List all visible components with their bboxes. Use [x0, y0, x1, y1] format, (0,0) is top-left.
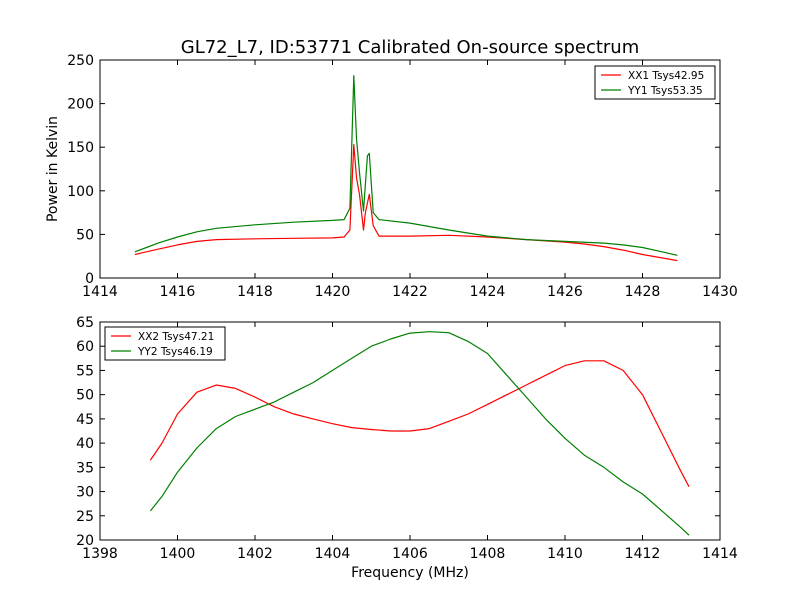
bottom-series-line-2: [149, 331, 690, 536]
top-ytick-label: 100: [67, 184, 94, 200]
bottom-ytick-label: 45: [76, 412, 94, 428]
bottom-xtick-label: 1402: [237, 546, 273, 562]
top-xtick-label: 1416: [160, 284, 196, 300]
top-legend-box: [594, 65, 716, 100]
top-ytick-label: 50: [76, 227, 94, 243]
top-ylabel: Power in Kelvin: [45, 116, 61, 222]
bottom-xlabel: Frequency (MHz): [351, 565, 469, 581]
bottom-ytick-label: 20: [76, 533, 94, 549]
top-legend-label-1: XX1 Tsys42.95: [628, 70, 704, 82]
bottom-xtick-label: 1400: [160, 546, 196, 562]
top-xtick-label: 1420: [315, 284, 351, 300]
bottom-legend-label-1: XX2 Tsys47.21: [138, 331, 214, 343]
bottom-ytick-label: 65: [76, 315, 94, 331]
bottom-ytick-label: 55: [76, 363, 94, 379]
bottom-ytick-label: 50: [76, 388, 94, 404]
bottom-legend-label-2: YY2 Tsys46.19: [137, 346, 213, 358]
bottom-xtick-label: 1398: [82, 546, 118, 562]
top-ytick-label: 200: [67, 97, 94, 113]
bottom-ytick-label: 30: [76, 485, 94, 501]
bottom-xtick-label: 1412: [625, 546, 661, 562]
top-xtick-label: 1418: [237, 284, 273, 300]
bottom-xtick-label: 1410: [547, 546, 583, 562]
bottom-legend: XX2 Tsys47.21 YY2 Tsys46.19: [104, 326, 226, 361]
bottom-series-line-1: [149, 360, 690, 487]
top-xtick-label: 1414: [82, 284, 118, 300]
top-ytick-label: 150: [67, 140, 94, 156]
top-series-line-1: [134, 144, 678, 262]
top-xtick-label: 1430: [702, 284, 738, 300]
top-xtick-label: 1424: [470, 284, 506, 300]
bottom-ytick-label: 40: [76, 436, 94, 452]
bottom-ytick-label: 60: [76, 339, 94, 355]
bottom-ytick-label: 25: [76, 509, 94, 525]
top-series-line-2: [134, 75, 678, 256]
bottom-xtick-label: 1414: [702, 546, 738, 562]
bottom-chart: 1398 1400 1402 1404 1406 1408 1410 1412 1414 20 25…: [76, 315, 738, 562]
bottom-xtick-label: 1404: [315, 546, 351, 562]
top-xtick-label: 1422: [392, 284, 428, 300]
top-ytick-label: 250: [67, 53, 94, 69]
top-xtick-label: 1426: [547, 284, 583, 300]
top-ytick-label: 0: [85, 271, 94, 287]
bottom-xtick-label: 1408: [470, 546, 506, 562]
top-chart: 1414 1416 1418 1420 1422 1424 1426 1428 1430 0 50 1…: [67, 53, 738, 300]
bottom-legend-box: [104, 326, 226, 361]
top-xtick-label: 1428: [625, 284, 661, 300]
top-legend-label-2: YY1 Tsys53.35: [627, 85, 703, 97]
top-legend: XX1 Tsys42.95 YY1 Tsys53.35: [594, 65, 716, 100]
bottom-ytick-label: 35: [76, 460, 94, 476]
chart-title: GL72_L7, ID:53771 Calibrated On-source s…: [181, 37, 640, 58]
bottom-xtick-label: 1406: [392, 546, 428, 562]
